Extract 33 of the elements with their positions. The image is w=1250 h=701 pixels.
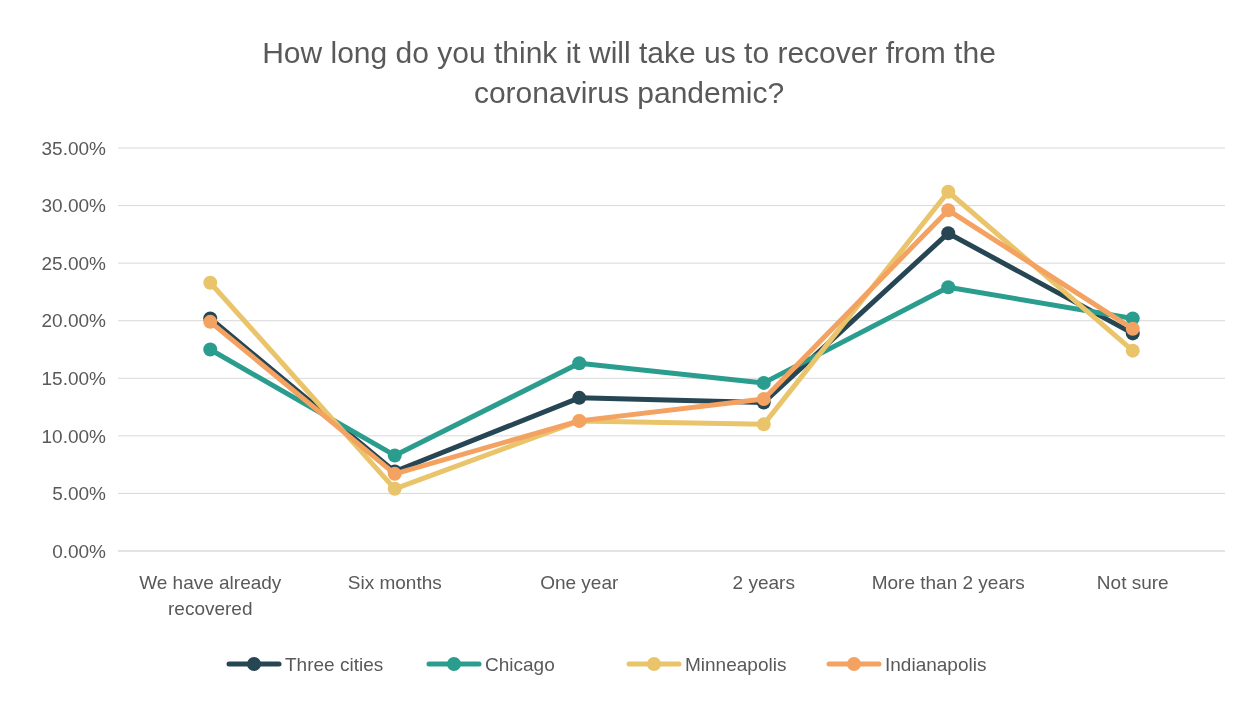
x-tick-label: Not sure — [1096, 572, 1169, 593]
y-tick-label: 15.00% — [41, 367, 107, 389]
point — [756, 375, 771, 390]
point — [387, 448, 402, 463]
x-tick-label: 2 years — [732, 572, 795, 593]
point — [1125, 321, 1140, 336]
x-tick-label: Six months — [347, 572, 442, 593]
y-tick-label: 25.00% — [41, 252, 107, 274]
point — [941, 184, 956, 199]
point — [572, 356, 587, 371]
x-tick-label: We have already recovered — [139, 572, 282, 619]
y-tick-label: 30.00% — [41, 195, 107, 217]
point — [941, 226, 956, 241]
legend-label: Chicago — [485, 653, 555, 675]
point — [1125, 343, 1140, 358]
point — [941, 280, 956, 295]
y-tick-label: 20.00% — [41, 310, 107, 332]
point — [203, 342, 218, 357]
legend-label: Indianapolis — [885, 653, 987, 675]
point — [941, 203, 956, 218]
point — [203, 275, 218, 290]
y-tick-label: 35.00% — [41, 137, 107, 159]
legend-label: Minneapolis — [685, 653, 787, 675]
point — [572, 390, 587, 405]
y-tick-label: 5.00% — [52, 483, 107, 505]
x-tick-label: More than 2 years — [871, 572, 1025, 593]
legend-label: Three cities — [285, 653, 384, 675]
point — [756, 417, 771, 432]
y-tick-label: 10.00% — [41, 425, 107, 447]
point — [387, 481, 402, 496]
chart-title: How long do you think it will take us to recover from the coronavirus pandemic? — [262, 36, 996, 109]
y-tick-label: 0.00% — [52, 540, 107, 562]
x-tick-label: One year — [540, 572, 619, 593]
